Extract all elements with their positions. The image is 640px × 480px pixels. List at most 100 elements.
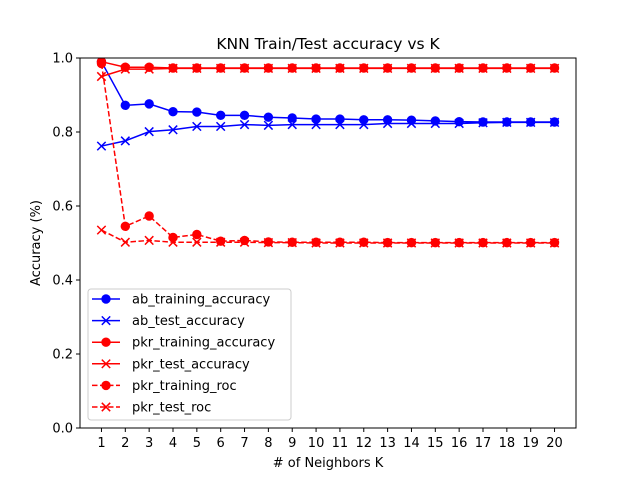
- data-point: [192, 63, 202, 74]
- x-tick-label: 17: [475, 436, 492, 451]
- data-point: [430, 63, 441, 74]
- x-tick-label: 7: [240, 436, 248, 451]
- series-pkr_test_roc: [96, 225, 560, 248]
- data-point: [454, 118, 464, 129]
- data-point: [144, 211, 154, 221]
- x-tick-label: 20: [546, 436, 563, 451]
- data-point: [430, 238, 441, 248]
- data-point: [406, 238, 417, 248]
- data-point: [192, 237, 202, 247]
- data-point: [192, 121, 202, 132]
- data-point: [502, 238, 512, 248]
- data-point: [382, 118, 393, 129]
- x-tick-label: 15: [427, 436, 444, 451]
- x-tick-label: 11: [332, 436, 349, 451]
- legend-item-ab_training_accuracy: ab_training_accuracy: [92, 293, 271, 308]
- data-point: [287, 63, 297, 74]
- legend-item-pkr_training_roc: pkr_training_roc: [92, 379, 237, 394]
- data-point: [287, 113, 297, 123]
- data-point: [311, 119, 321, 130]
- legend-item-pkr_training_accuracy: pkr_training_accuracy: [92, 336, 275, 351]
- legend-label: ab_test_accuracy: [132, 314, 245, 329]
- x-tick-label: 16: [451, 436, 468, 451]
- data-point: [478, 238, 488, 248]
- data-point: [359, 238, 369, 248]
- series-pkr_training_roc: [96, 58, 560, 248]
- series-line-pkr_test_accuracy: [101, 67, 555, 78]
- data-point: [478, 63, 488, 74]
- x-tick-label: 5: [193, 436, 201, 451]
- legend-label: pkr_training_roc: [132, 379, 237, 394]
- data-point: [168, 237, 178, 247]
- x-tick-label: 6: [217, 436, 225, 451]
- x-axis-title: # of Neighbors K: [273, 456, 384, 471]
- data-point: [311, 63, 321, 74]
- data-point: [311, 238, 321, 248]
- data-point: [144, 235, 154, 246]
- data-point: [215, 121, 226, 132]
- data-point: [406, 63, 417, 74]
- legend-label: pkr_test_roc: [132, 401, 211, 416]
- y-tick-label: 1.0: [52, 52, 73, 67]
- series-pkr_training_accuracy: [96, 58, 560, 73]
- data-point: [454, 238, 464, 248]
- data-point: [311, 114, 321, 124]
- data-point: [120, 136, 131, 146]
- plot-frame: [79, 57, 577, 429]
- data-point: [335, 63, 345, 74]
- series-layer: [96, 58, 560, 248]
- data-point: [454, 63, 464, 74]
- data-point: [549, 238, 560, 248]
- legend: ab_training_accuracy ab_test_accuracy pkr_…: [87, 288, 292, 421]
- data-point: [215, 236, 226, 246]
- data-point: [287, 237, 297, 248]
- data-point: [144, 62, 154, 72]
- x-tick-label: 19: [522, 436, 539, 451]
- y-tick-label: 0.0: [52, 422, 73, 437]
- data-point: [525, 117, 536, 128]
- data-point: [263, 63, 274, 74]
- data-point: [239, 119, 250, 130]
- legend-label: ab_training_accuracy: [132, 293, 271, 308]
- x-tick-label: 1: [97, 436, 105, 451]
- data-point: [120, 221, 131, 232]
- y-tick-label: 0.8: [52, 126, 73, 141]
- data-point: [382, 63, 393, 74]
- data-point: [549, 63, 560, 74]
- data-point: [215, 237, 226, 247]
- x-tick-label: 13: [379, 436, 396, 451]
- data-point: [192, 229, 202, 240]
- legend-item-ab_test_accuracy: ab_test_accuracy: [92, 314, 245, 329]
- data-point: [144, 126, 154, 137]
- x-tick-label: 8: [264, 436, 272, 451]
- legend-label: pkr_training_accuracy: [132, 336, 275, 351]
- data-point: [382, 238, 393, 248]
- data-point: [335, 238, 345, 248]
- data-point: [192, 107, 202, 117]
- data-point: [239, 237, 250, 247]
- data-point: [454, 116, 464, 127]
- data-point: [144, 64, 154, 74]
- series-line-pkr_test_roc: [101, 229, 555, 244]
- series-line-ab_test_accuracy: [101, 121, 555, 147]
- data-point: [502, 63, 512, 74]
- legend-marker: [101, 294, 111, 304]
- data-point: [263, 237, 274, 248]
- legend-box: [87, 288, 292, 421]
- data-point: [215, 63, 226, 74]
- data-point: [359, 115, 369, 125]
- legend-item-pkr_test_accuracy: pkr_test_accuracy: [92, 357, 250, 372]
- x-tick-label: 4: [169, 436, 177, 451]
- legend-label: pkr_test_accuracy: [132, 357, 250, 372]
- x-tick-label: 14: [403, 436, 420, 451]
- series-line-pkr_training_roc: [100, 63, 555, 244]
- x-tick-label: 9: [288, 436, 296, 451]
- legend-marker: [101, 315, 111, 326]
- data-point: [525, 63, 536, 74]
- y-tick-label: 0.4: [52, 274, 73, 289]
- data-point: [215, 110, 226, 121]
- data-point: [120, 64, 131, 74]
- x-tick-label: 3: [145, 436, 153, 451]
- data-point: [502, 117, 512, 128]
- data-point: [120, 237, 131, 247]
